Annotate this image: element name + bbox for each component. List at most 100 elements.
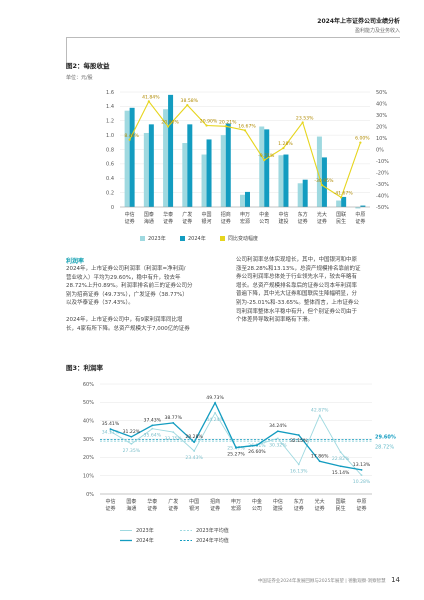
x-tick-label: 银河	[189, 505, 199, 512]
series-2024-data-label: 17.86%	[311, 453, 329, 459]
x-tick-label: 证券	[355, 218, 365, 225]
yoy-point	[263, 158, 266, 162]
series-2023-data-label: 34.11%	[102, 429, 120, 435]
legend-label-yoy: 同比变动幅度	[228, 235, 258, 242]
y-tick-label: 20%	[83, 455, 94, 461]
legend-label-2024: 2024年	[136, 537, 154, 544]
header-title: 2024年上市证券公司业绩分析	[317, 18, 400, 25]
footer-text: 中国证券业2024年发展回顾与2025年展望 | 德勤观察·洞察智慧	[257, 579, 386, 584]
yoy-data-label: 1.28%	[278, 141, 293, 147]
series-2023-data-label: 30.32%	[269, 442, 287, 448]
bar-2023	[278, 155, 284, 207]
legend-label-2023: 2023年	[148, 235, 166, 242]
series-2024-data-label: 32.15%	[290, 438, 308, 444]
x-tick-label: 光大	[317, 211, 327, 218]
yoy-data-label: 20.90%	[200, 118, 218, 124]
yoy-data-label: 20.00%	[161, 120, 179, 126]
yoy-data-label: 8.46%	[124, 133, 139, 139]
x-tick-label: 中国	[202, 211, 212, 218]
y-tick-label: 0.8	[106, 147, 114, 153]
series-2023-data-label: 33.75%	[164, 436, 182, 442]
x-tick-label: 宏源	[240, 218, 250, 225]
y-tick-label: 1.4	[106, 104, 114, 110]
x-tick-label: 国联	[336, 498, 346, 505]
bar-2023	[143, 132, 149, 207]
series-2024-point	[193, 441, 196, 444]
x-tick-label: 中原	[357, 498, 367, 505]
yoy-data-label: -30.95%	[314, 178, 334, 184]
series-2023-point	[339, 451, 342, 454]
x-tick-label: 公司	[259, 219, 269, 225]
bar-2024	[148, 124, 154, 207]
series-2023-point	[130, 442, 133, 445]
page-footer: 中国证券业2024年发展回顾与2025年展望 | 德勤观察·洞察智慧 14	[258, 576, 400, 584]
x-tick-label: 东方	[298, 211, 308, 218]
x-tick-label: 证券	[105, 505, 115, 512]
bar-2023	[316, 136, 322, 207]
x-tick-label: 民生	[336, 218, 346, 225]
series-2024-data-label: 49.73%	[206, 395, 224, 401]
series-2024-point	[276, 430, 279, 433]
x-tick-label: 证券	[357, 505, 367, 512]
x-tick-label: 中原	[355, 211, 365, 218]
series-2024-data-label: 34.24%	[269, 423, 287, 429]
yoy-point	[205, 124, 208, 127]
bar-2024	[341, 196, 347, 207]
series-2023-point	[318, 414, 321, 417]
series-2024-point	[360, 469, 363, 471]
x-tick-label: 中信	[273, 498, 283, 505]
bar-2024	[187, 124, 193, 207]
bar-2023	[124, 110, 130, 207]
paragraph-line: 别为招商证券（49.73%），广发证券（38.77%）	[66, 291, 188, 298]
bar-2023	[259, 126, 265, 207]
y-tick-label: 60%	[83, 382, 94, 388]
yoy-point	[301, 121, 304, 124]
y2-tick-label: -30%	[376, 182, 389, 188]
legend-label-2024: 2024年	[188, 235, 206, 242]
series-2024-point	[214, 401, 216, 404]
x-tick-label: 证券	[182, 218, 192, 225]
header-subtitle: 盈利能力及业务收入	[354, 28, 400, 34]
avg-2023-label: 28.72%	[375, 444, 394, 450]
legend-label-2023: 2023年	[136, 527, 154, 534]
yoy-point	[243, 129, 247, 132]
x-tick-label: 申万	[240, 211, 250, 218]
bar-2023	[297, 183, 303, 207]
yoy-data-label: 20.21%	[219, 119, 237, 125]
paragraph: 公司利润率总体实现增长，其中，中国银河和中原 涨至28.28%和13.13%，总资…	[236, 256, 360, 325]
x-tick-label: 证券	[147, 505, 157, 512]
avg-2024-label: 29.60%	[375, 435, 396, 441]
x-tick-label: 国泰	[144, 211, 154, 218]
side-divider	[66, 37, 67, 69]
paragraph-line: 普遍下降，其中光大证券和国联民生降幅明显，分	[236, 291, 358, 298]
y2-tick-label: -50%	[376, 205, 389, 211]
x-tick-label: 招商	[221, 211, 231, 218]
series-2023-point	[109, 430, 112, 433]
x-tick-label: 证券	[317, 218, 327, 225]
y2-tick-label: -10%	[376, 159, 389, 165]
x-tick-label: 华泰	[163, 211, 173, 218]
series-2024-data-label: 25.27%	[227, 452, 245, 458]
series-2024-point	[172, 422, 175, 424]
x-tick-label: 中信	[278, 211, 288, 218]
x-tick-label: 证券	[163, 218, 173, 225]
yoy-point	[186, 104, 189, 107]
series-2024-data-label: 13.13%	[353, 462, 371, 468]
y-tick-label: 10%	[83, 473, 94, 479]
series-2024-data-label: 15.14%	[332, 470, 350, 476]
series-2023-point	[172, 431, 175, 434]
x-tick-label: 证券	[294, 505, 304, 512]
series-2024-point	[297, 434, 300, 436]
x-tick-label: 国泰	[126, 498, 136, 505]
bar-2023	[240, 194, 245, 207]
x-tick-label: 海通	[126, 505, 136, 512]
series-2023-data-label: 23.43%	[185, 455, 203, 461]
series-2023-data-label: 35.64%	[144, 433, 162, 439]
yoy-data-label: 41.84%	[142, 94, 160, 100]
paragraph-line: 2024年，上市证券公司利润率（利润率=净利润/	[66, 266, 186, 272]
yoy-data-label: 23.53%	[296, 115, 314, 121]
yoy-point	[359, 141, 362, 144]
y-tick-label: 30%	[83, 437, 94, 443]
bar-2024	[129, 107, 135, 207]
legend-swatch-2023	[140, 236, 145, 241]
